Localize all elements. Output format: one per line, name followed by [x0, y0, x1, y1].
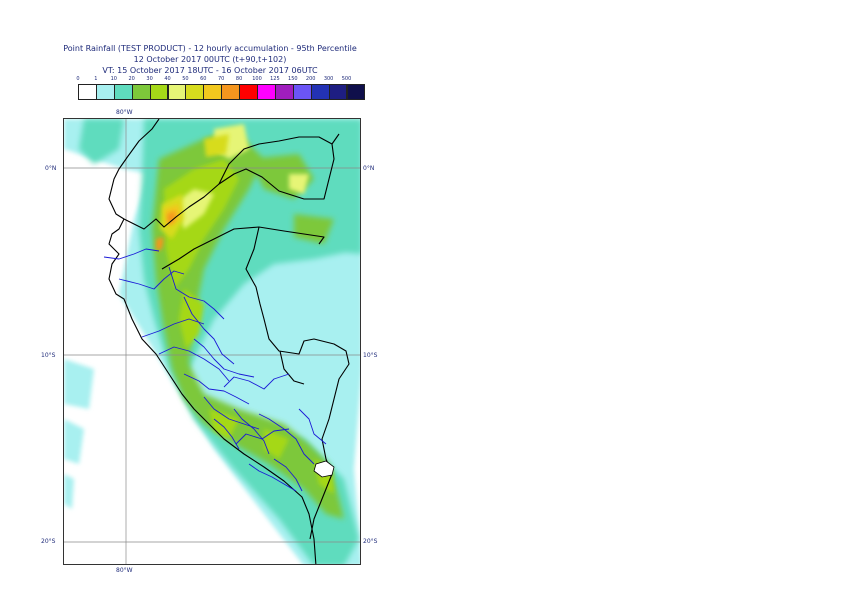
legend-color-box	[346, 84, 366, 100]
lat-label-0-right: 0°N	[363, 165, 375, 172]
region-boundaries	[103, 248, 327, 492]
legend-threshold-label: 80	[235, 76, 243, 82]
lat-label-10-right: 10°S	[363, 352, 378, 359]
legend-threshold-label: 70	[218, 76, 225, 82]
map-subtitle-run: 12 October 2017 00UTC (t+90,t+102)	[133, 55, 287, 64]
legend-color-box	[274, 84, 294, 100]
legend-color-box	[203, 84, 223, 100]
legend-threshold-label: 30	[146, 76, 153, 82]
lat-label-0-left: 0°N	[45, 165, 57, 172]
legend-color-box	[257, 84, 276, 100]
legend-color-box	[131, 84, 151, 100]
country-borders	[108, 119, 350, 564]
legend-color-box	[310, 84, 330, 100]
legend-threshold-label: 200	[305, 76, 316, 82]
legend-color-box	[221, 84, 241, 100]
lat-label-10-left: 10°S	[41, 352, 56, 359]
legend-threshold-label: 20	[128, 76, 135, 82]
legend-threshold-label: 60	[200, 76, 207, 82]
legend-threshold-label: 300	[323, 76, 334, 82]
legend-color-box	[292, 84, 312, 100]
lat-label-20-left: 20°S	[41, 538, 56, 545]
legend-threshold-label: 1	[94, 76, 98, 82]
lon-label-top: 80°W	[116, 109, 133, 116]
map-subtitle-validity: VT: 15 October 2017 18UTC - 16 October 2…	[102, 66, 318, 75]
legend-color-box	[239, 84, 258, 100]
map-svg	[64, 119, 360, 564]
legend-color-box	[149, 84, 169, 100]
legend-threshold-label: 40	[164, 76, 171, 82]
lon-label-bottom: 80°W	[116, 567, 133, 574]
lat-label-20-right: 20°S	[363, 538, 378, 545]
legend-color-box	[185, 84, 205, 100]
graticule	[64, 119, 360, 564]
legend-color-box	[95, 84, 115, 100]
legend-color-box	[167, 84, 187, 100]
legend-threshold-label: 50	[182, 76, 189, 82]
legend-threshold-label: 100	[252, 76, 262, 82]
color-legend	[0, 84, 842, 102]
legend-threshold-label: 0	[76, 76, 80, 82]
rainfall-map	[63, 118, 361, 565]
legend-threshold-label: 125	[270, 76, 280, 82]
legend-threshold-label: 10	[110, 76, 117, 82]
legend-color-box	[113, 84, 133, 100]
legend-threshold-label: 150	[288, 76, 298, 82]
legend-color-box	[78, 84, 97, 100]
legend-threshold-label: 500	[341, 76, 352, 82]
lake-titicaca	[313, 460, 335, 478]
legend-color-box	[328, 84, 348, 100]
legend-threshold-labels: 0 1 10 20 30 40 50 60 70 80 100 125 150 200 300 500	[0, 76, 842, 84]
map-title: Point Rainfall (TEST PRODUCT) - 12 hourl…	[63, 44, 357, 53]
rainfall-field	[64, 119, 360, 564]
